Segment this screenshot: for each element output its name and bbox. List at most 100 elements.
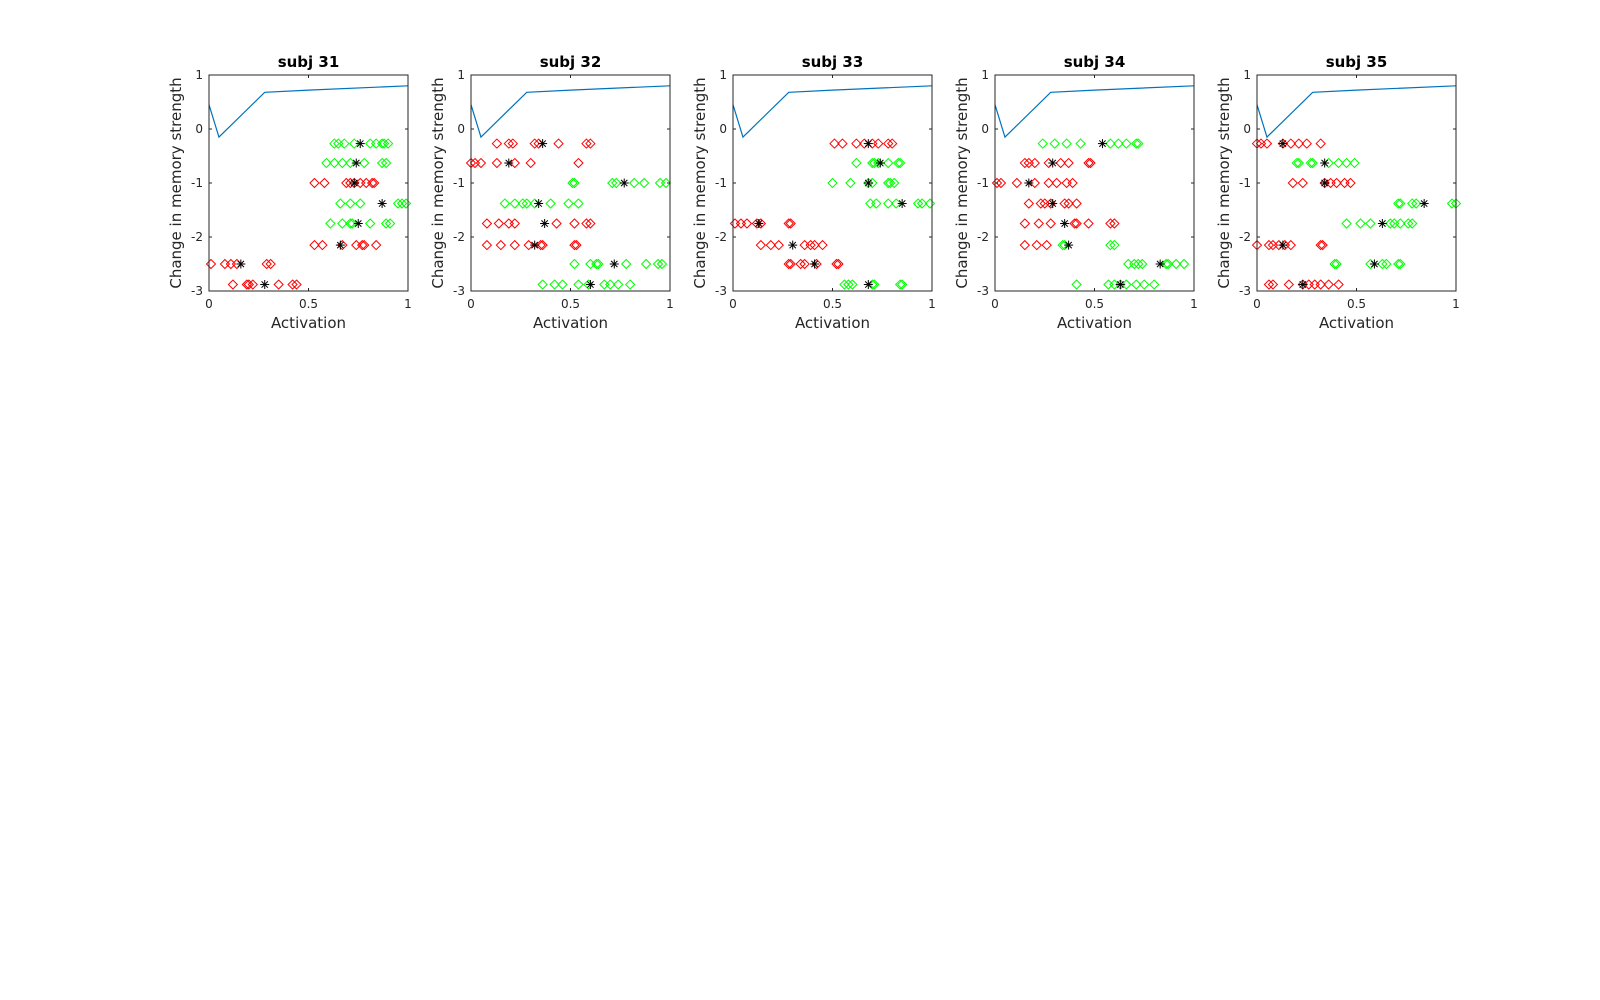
x-tick-label: 0 xyxy=(205,297,213,311)
green-point xyxy=(1049,138,1060,149)
green-point xyxy=(1307,157,1318,169)
green-point xyxy=(1170,258,1182,270)
subplot-1: subj 31 0 0.5 1 1 0 -1 -2 -3 Activation Change in … xyxy=(167,53,412,332)
red-point xyxy=(795,258,806,270)
red-point xyxy=(1043,177,1054,189)
red-point xyxy=(1059,198,1070,209)
y-axis-label: Change in memory strength xyxy=(953,77,971,288)
red-point xyxy=(243,279,255,290)
green-point xyxy=(892,157,904,169)
x-tick-label: 0 xyxy=(1253,297,1261,311)
green-point xyxy=(1395,198,1406,209)
green-point xyxy=(613,279,624,290)
y-tick-label: -3 xyxy=(977,284,989,298)
x-tick-label: 0.5 xyxy=(1347,297,1366,311)
red-point xyxy=(1105,218,1116,229)
green-point xyxy=(605,279,616,290)
mean-marker-stroke xyxy=(1065,241,1073,249)
green-point xyxy=(573,198,584,209)
green-point xyxy=(624,279,636,290)
mean-marker-stroke xyxy=(586,281,594,289)
green-point xyxy=(1148,279,1160,290)
x-axis-label: Activation xyxy=(533,314,608,332)
red-point xyxy=(1051,177,1062,189)
green-point xyxy=(345,157,356,169)
green-point xyxy=(1105,138,1116,149)
red-point xyxy=(829,138,840,149)
red-point xyxy=(495,239,507,251)
green-point xyxy=(611,177,622,189)
green-point xyxy=(1160,258,1172,270)
red-point xyxy=(883,138,894,149)
y-tick-label: -2 xyxy=(453,230,465,244)
y-tick-label: -2 xyxy=(715,230,727,244)
green-point xyxy=(1121,279,1132,290)
red-point xyxy=(368,177,380,189)
green-point xyxy=(827,177,838,189)
mean-marker xyxy=(863,178,873,188)
green-point xyxy=(1403,218,1414,229)
red-point xyxy=(507,138,518,149)
mean-marker-stroke xyxy=(505,159,513,167)
mean-marker xyxy=(1369,259,1379,269)
mean-marker xyxy=(504,158,514,168)
mean-marker-stroke xyxy=(864,140,872,148)
mean-marker xyxy=(349,178,359,188)
green-point xyxy=(1162,258,1174,270)
red-point xyxy=(833,258,844,270)
green-point xyxy=(1355,218,1366,229)
green-point xyxy=(885,177,896,189)
green-point xyxy=(345,218,356,229)
model-curve-line xyxy=(1256,85,1457,139)
green-point xyxy=(912,198,924,209)
mean-marker-stroke xyxy=(350,179,358,187)
red-point xyxy=(1023,198,1035,209)
red-point xyxy=(741,218,753,229)
green-point xyxy=(593,258,604,270)
red-point xyxy=(1029,157,1041,169)
mean-marker xyxy=(1064,240,1074,250)
green-point xyxy=(607,177,618,189)
red-point xyxy=(831,258,842,270)
mean-marker xyxy=(1320,158,1330,168)
data-points xyxy=(991,138,1190,290)
green-point xyxy=(1291,157,1303,169)
red-point xyxy=(1287,177,1299,189)
green-point xyxy=(1410,198,1422,209)
red-point xyxy=(1261,138,1273,149)
green-point xyxy=(1395,218,1406,229)
red-point xyxy=(1035,198,1046,209)
red-point xyxy=(523,239,534,251)
mean-marker-stroke xyxy=(237,260,245,268)
green-point xyxy=(1305,157,1316,169)
red-point xyxy=(1071,218,1082,229)
green-point xyxy=(1407,218,1418,229)
mean-marker xyxy=(788,240,798,250)
red-point xyxy=(799,239,810,251)
green-point xyxy=(364,218,376,229)
mean-marker xyxy=(538,139,548,149)
red-point xyxy=(1011,177,1023,189)
green-point xyxy=(916,198,928,209)
mean-marker xyxy=(1278,139,1288,149)
red-point xyxy=(1309,279,1320,290)
mean-marker xyxy=(1298,280,1308,290)
red-point xyxy=(569,239,580,251)
red-point xyxy=(1063,198,1074,209)
red-point xyxy=(1109,218,1120,229)
green-point xyxy=(591,258,602,270)
red-point xyxy=(805,239,816,251)
red-point xyxy=(247,279,258,290)
red-point xyxy=(1019,239,1031,251)
green-point xyxy=(1377,258,1388,270)
green-point xyxy=(337,157,348,169)
green-point xyxy=(1331,258,1342,270)
green-point xyxy=(382,138,394,149)
mean-marker-stroke xyxy=(876,159,884,167)
red-point xyxy=(1345,177,1356,189)
red-point xyxy=(491,157,503,169)
red-point xyxy=(481,239,493,251)
y-tick-label: -1 xyxy=(453,176,465,190)
green-point xyxy=(843,279,854,290)
y-tick-label: 0 xyxy=(195,122,203,136)
